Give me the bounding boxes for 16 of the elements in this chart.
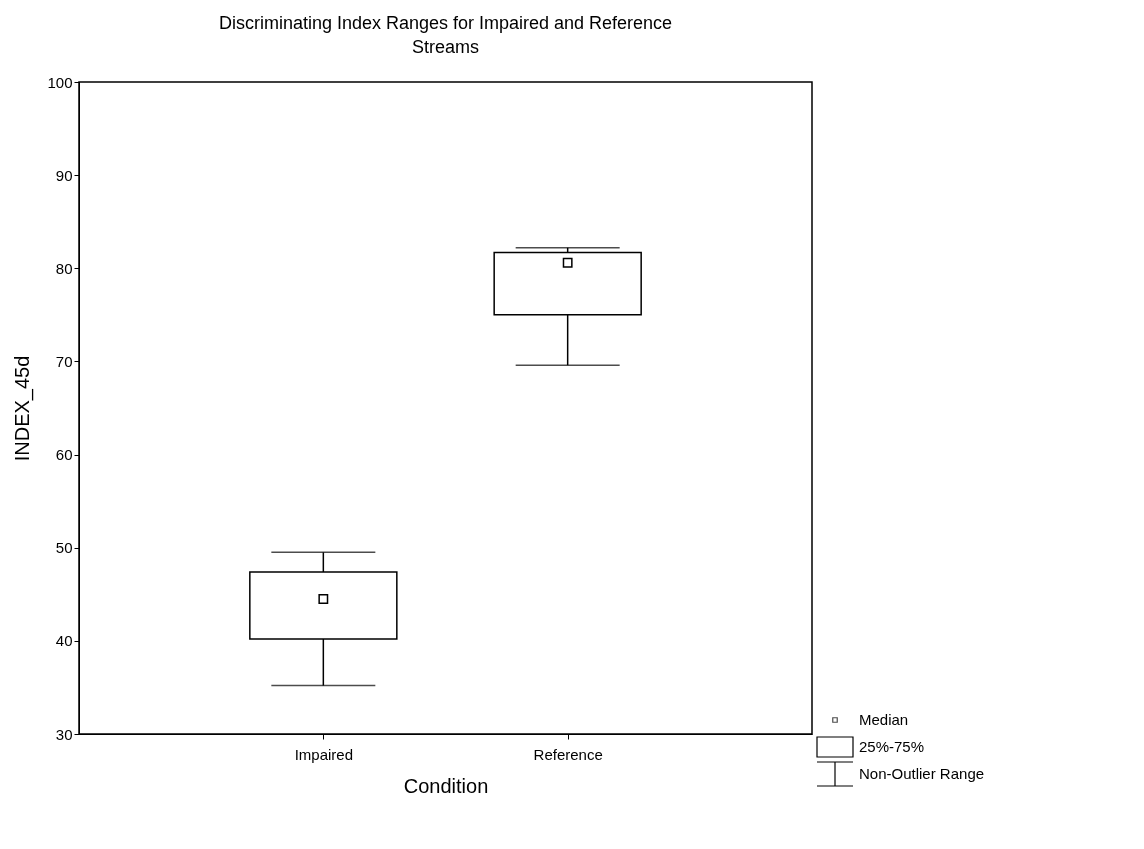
text: Median — [859, 711, 909, 728]
text: 25%-75% — [859, 738, 925, 755]
text: Non-Outlier Range — [859, 765, 985, 782]
y-tick-label: 60 — [55, 446, 73, 464]
y-tick-label: 70 — [55, 352, 73, 370]
chart-title: Discriminating Index Ranges for Impaired and Reference Streams — [218, 13, 673, 57]
x-tick-label: Reference — [533, 745, 603, 763]
y-tick-label: 40 — [55, 632, 73, 650]
x-tick-label: Impaired — [294, 745, 354, 763]
y-tick-label: 80 — [55, 259, 73, 277]
x-axis-title: Condition — [403, 774, 489, 797]
y-tick-label: 100 — [47, 73, 73, 91]
y-tick-label: 50 — [55, 539, 73, 557]
y-tick-label: 90 — [55, 166, 73, 184]
y-tick-label: 30 — [55, 725, 73, 743]
y-axis-title: INDEX_45d — [11, 355, 35, 462]
